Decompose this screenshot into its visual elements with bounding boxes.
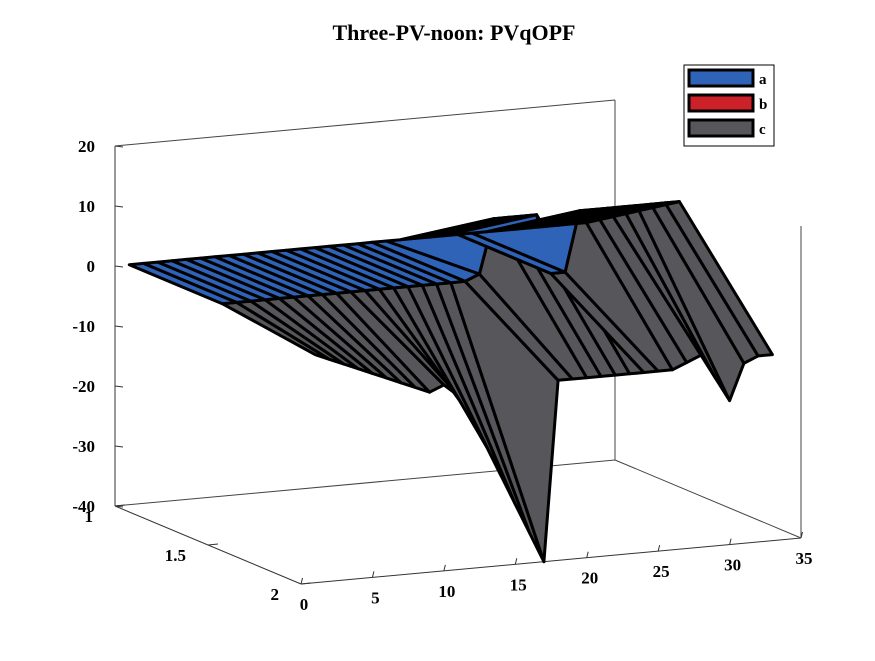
x-tick-label: 20 [581,569,598,588]
z-tick-mark [114,265,124,268]
back-top-edge [114,99,616,147]
z-tick-label: 20 [78,137,95,156]
x-tick-mark [514,558,518,565]
x-tick-label: 25 [653,562,670,581]
z-tick-mark [114,445,124,448]
legend[interactable]: abc [683,64,775,147]
z-tick-label: 10 [78,197,95,216]
chart-title: Three-PV-noon: PVqOPF [333,20,576,45]
x-tick-mark [800,531,803,539]
axis-ticks: 0 5 10 15 20 25 30 35 1 1.5 2 -40 -30 -20 -10 0 10 20 [72,137,812,614]
legend-swatch-b [687,93,755,113]
z-tick-label: 0 [87,257,96,276]
y-tick-mark [300,582,312,585]
x-tick-mark [586,551,589,558]
x-axis-line [300,537,802,585]
z-tick-label: -10 [72,317,95,336]
x-tick-mark [729,538,732,545]
z-tick-mark [114,325,124,328]
y-tick-label: 1 [85,507,94,526]
y-tick-mark [207,543,219,546]
legend-label-a: a [759,72,767,88]
x-tick-label: 30 [724,556,741,575]
z-tick-label: -30 [72,437,95,456]
surface-a-b-cell-32 [570,200,681,226]
legend-label-c: c [759,122,766,138]
y-tick-label: 1.5 [165,546,186,565]
z-tick-label: -20 [72,377,95,396]
x-tick-mark [657,545,661,552]
x-tick-label: 0 [300,595,309,614]
x-tick-label: 10 [438,582,455,601]
z-tick-mark [114,145,124,148]
z-tick-mark [114,505,124,508]
x-tick-mark [300,577,303,585]
y-tick-label: 2 [271,585,280,604]
legend-swatch-a [687,68,755,88]
legend-label-b: b [759,97,767,113]
legend-swatch-c [687,118,755,138]
x-tick-label: 35 [795,549,812,568]
x-tick-mark [371,571,375,578]
z-tick-label: -40 [72,497,95,516]
z-tick-mark [114,205,124,208]
x-tick-mark [443,564,446,571]
surface-plot [127,200,774,564]
x-tick-label: 15 [510,575,527,594]
z-tick-mark [114,385,124,388]
right-floor-edge [614,459,802,539]
x-tick-label: 5 [371,588,380,607]
